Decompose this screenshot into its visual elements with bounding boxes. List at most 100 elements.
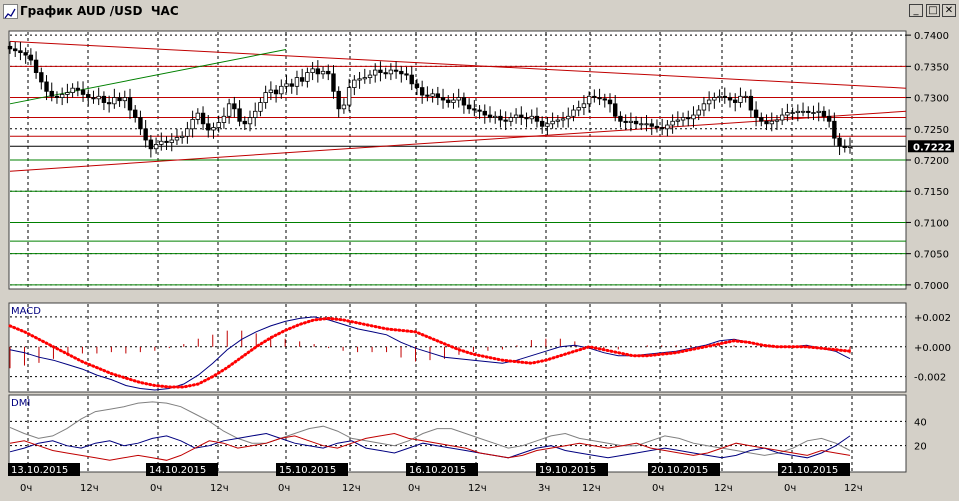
- candle-body: [206, 123, 211, 131]
- candle-body: [618, 115, 623, 122]
- candle-body: [253, 110, 258, 118]
- date-label-box: [406, 463, 478, 476]
- last-price-label: 0.7222: [913, 142, 952, 153]
- hour-label: 0ч: [20, 483, 32, 494]
- candle-body: [456, 97, 461, 101]
- hour-label: 12ч: [582, 483, 601, 494]
- candle-body: [315, 68, 321, 75]
- date-label: 16.10.2015: [409, 465, 466, 476]
- candle-body: [440, 97, 446, 101]
- candle-body: [404, 73, 409, 76]
- candle-body: [49, 90, 54, 97]
- date-label: 19.10.2015: [539, 465, 596, 476]
- candle-body: [195, 112, 201, 120]
- date-label-box: [648, 463, 720, 476]
- candle-body: [701, 103, 707, 111]
- candle-body: [842, 145, 847, 148]
- candle-body: [101, 95, 107, 103]
- candle-body: [461, 97, 467, 106]
- candle-body: [23, 52, 28, 56]
- candle-body: [837, 137, 842, 147]
- candle-body: [821, 110, 827, 117]
- candle-body: [743, 95, 748, 98]
- candle-body: [388, 69, 394, 75]
- price-tick-label: 0.7050: [914, 250, 949, 261]
- price-tick-label: 0.7000: [914, 281, 949, 292]
- price-tick-label: 0.7400: [914, 31, 949, 42]
- candle-body: [18, 50, 23, 54]
- candle-body: [86, 94, 91, 98]
- date-label-box: [276, 463, 348, 476]
- candle-body: [273, 89, 279, 95]
- candle-body: [764, 120, 769, 125]
- candle-body: [268, 89, 274, 93]
- candle-body: [529, 115, 534, 120]
- candle-body: [613, 103, 618, 117]
- candle-body: [133, 109, 138, 118]
- candle-body: [326, 70, 331, 75]
- hour-label: 3ч: [538, 483, 550, 494]
- minimize-button[interactable]: _: [909, 4, 923, 17]
- candle-body: [550, 120, 555, 125]
- hour-label: 12ч: [342, 483, 361, 494]
- candle-body: [753, 109, 759, 118]
- candle-body: [164, 140, 169, 143]
- candle-body: [738, 95, 743, 103]
- candle-body: [586, 95, 592, 105]
- candle-body: [519, 114, 524, 118]
- candle-body: [498, 115, 503, 121]
- macd-title: MACD: [11, 306, 41, 317]
- candle-body: [566, 115, 571, 120]
- candle-body: [665, 124, 670, 130]
- candle-body: [112, 97, 117, 105]
- candle-body: [644, 123, 649, 126]
- candle-body: [143, 128, 148, 141]
- candle-body: [513, 114, 519, 118]
- date-label: 14.10.2015: [149, 465, 206, 476]
- candle-body: [399, 70, 404, 75]
- candle-body: [712, 97, 717, 101]
- candle-body: [310, 68, 315, 73]
- candle-body: [13, 48, 18, 52]
- date-label: 21.10.2015: [781, 465, 838, 476]
- candle-body: [106, 102, 112, 105]
- candle-body: [299, 77, 305, 82]
- axis-labels: 0.7400 0.7350 0.7300 0.7250 0.7200 0.7150 0.71…: [906, 31, 954, 453]
- candle-body: [691, 114, 696, 120]
- candle-body: [597, 97, 602, 100]
- candle-body: [722, 95, 727, 98]
- candle-body: [305, 72, 310, 82]
- dmi-layer: [9, 401, 851, 461]
- maximize-button[interactable]: □: [926, 4, 940, 17]
- candle-body: [263, 92, 268, 103]
- date-label-box: [536, 463, 608, 476]
- candle-body: [733, 99, 738, 103]
- candle-body: [816, 110, 821, 113]
- macd-tick-label: -0.002: [914, 373, 946, 384]
- macd-tick-label: +0.000: [914, 343, 951, 354]
- candle-body: [524, 117, 529, 120]
- candle-body: [80, 89, 86, 95]
- date-label: 13.10.2015: [11, 465, 68, 476]
- hour-label: 12ч: [80, 483, 99, 494]
- candle-body: [211, 127, 216, 131]
- candle-body: [769, 120, 774, 125]
- dmi-tick-label: 20: [914, 442, 927, 453]
- candle-body: [138, 117, 143, 130]
- candle-body: [65, 92, 70, 95]
- candle-body: [362, 77, 367, 80]
- trendline-upper: [9, 40, 907, 89]
- candle-body: [148, 139, 154, 150]
- hour-label: 12ч: [714, 483, 733, 494]
- candle-body: [169, 139, 174, 143]
- candle-body: [346, 87, 352, 106]
- plus-di-line: [9, 432, 851, 459]
- candle-body: [727, 97, 733, 101]
- candle-body: [28, 54, 34, 61]
- candle-body: [633, 120, 639, 125]
- macd-line: [9, 316, 851, 391]
- close-button[interactable]: ✕: [942, 4, 956, 17]
- price-tick-label: 0.7250: [914, 125, 949, 136]
- candle-body: [759, 117, 764, 122]
- candle-body: [414, 83, 420, 88]
